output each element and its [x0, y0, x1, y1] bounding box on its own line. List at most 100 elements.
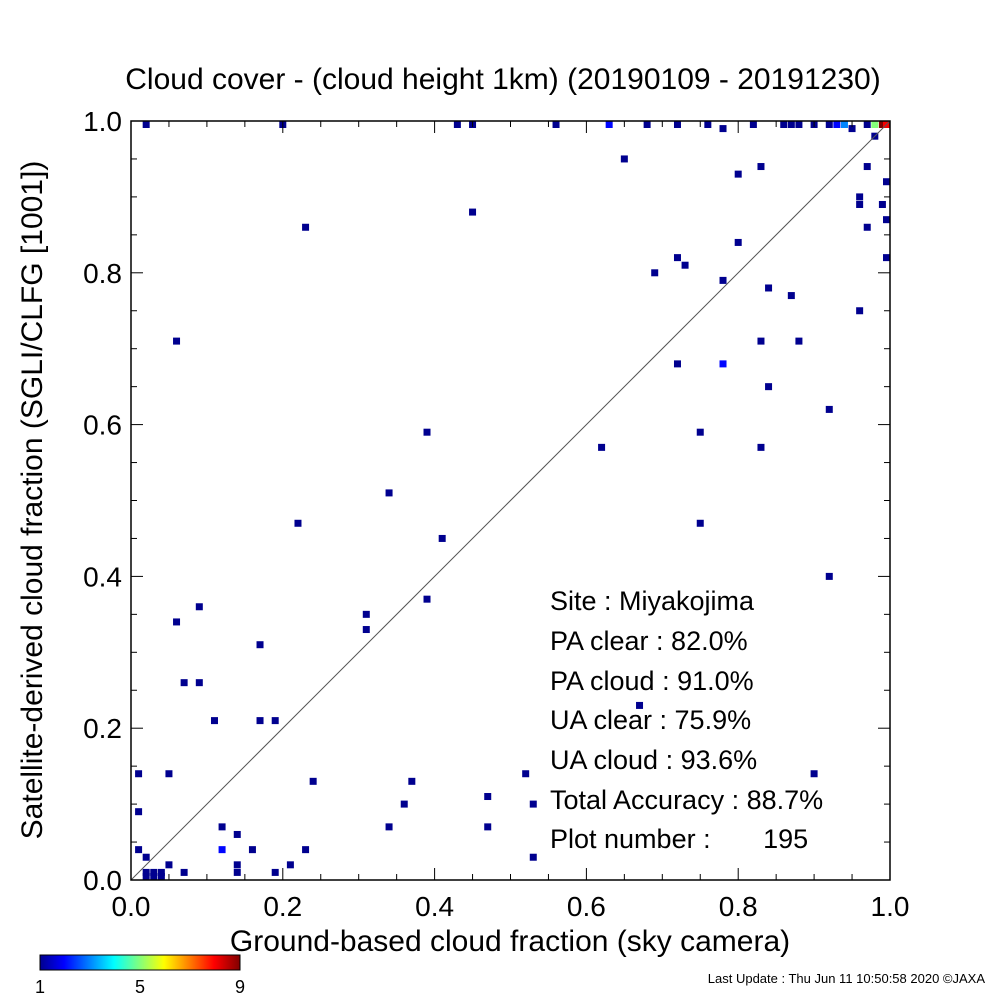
data-point — [704, 121, 712, 128]
data-point — [810, 770, 818, 778]
data-point — [529, 800, 537, 808]
stat-ua-cloud: UA cloud : 93.6% — [550, 745, 757, 775]
data-point — [787, 121, 795, 128]
data-point — [438, 534, 446, 542]
data-point — [165, 770, 173, 778]
stat-total-accuracy: Total Accuracy : 88.7% — [550, 785, 823, 815]
colorbar: 1 5 9 — [35, 954, 245, 997]
data-point — [453, 121, 461, 128]
data-point — [605, 121, 613, 128]
data-point — [780, 121, 788, 128]
data-point — [522, 770, 530, 778]
data-point — [673, 121, 681, 128]
data-point — [150, 873, 158, 880]
data-point — [749, 121, 757, 128]
data-point — [883, 178, 890, 186]
data-point — [302, 846, 310, 854]
data-point — [878, 200, 886, 208]
data-point — [135, 846, 143, 854]
data-point — [734, 238, 742, 246]
data-point — [157, 873, 165, 880]
data-point — [719, 125, 727, 133]
data-point — [385, 489, 393, 497]
data-point — [233, 830, 241, 838]
data-point — [825, 405, 833, 413]
data-point — [484, 793, 492, 801]
data-point — [362, 626, 370, 634]
data-point — [734, 170, 742, 178]
data-point — [180, 679, 188, 687]
x-tick-label: 0.2 — [263, 891, 302, 922]
data-point — [757, 163, 765, 171]
data-point — [856, 307, 864, 315]
y-tick-label: 0.8 — [83, 258, 122, 289]
data-point — [848, 125, 856, 133]
data-point — [795, 121, 803, 128]
data-point — [362, 610, 370, 618]
y-tick-label: 0.6 — [83, 410, 122, 441]
stat-site: Site : Miyakojima — [550, 586, 755, 616]
data-point — [643, 121, 651, 128]
last-update-footer: Last Update : Thu Jun 11 10:50:58 2020 ©… — [708, 971, 986, 986]
stat-pa-clear: PA clear : 82.0% — [550, 626, 748, 656]
data-point — [195, 679, 203, 687]
data-point — [863, 121, 871, 128]
data-point — [469, 208, 477, 216]
colorbar-frame — [39, 954, 241, 971]
data-point — [863, 163, 871, 171]
x-tick-label: 0.6 — [567, 891, 606, 922]
data-point — [598, 443, 606, 451]
data-point — [825, 572, 833, 580]
data-point — [883, 216, 890, 224]
data-point — [294, 519, 302, 527]
data-point — [696, 428, 704, 436]
data-point — [142, 873, 150, 880]
data-point — [840, 121, 848, 128]
data-point — [271, 868, 279, 876]
data-point — [636, 701, 644, 709]
data-point — [218, 846, 226, 854]
data-point — [385, 823, 393, 831]
data-point — [248, 846, 256, 854]
data-point — [173, 337, 181, 345]
one-to-one-line — [130, 120, 891, 881]
data-point — [180, 868, 188, 876]
data-point — [871, 121, 879, 128]
y-tick-label: 1.0 — [83, 106, 122, 137]
data-point — [302, 223, 310, 231]
data-point — [142, 868, 150, 876]
x-axis-label: Ground-based cloud fraction (sky camera) — [230, 925, 790, 958]
data-point — [856, 193, 864, 201]
y-tick-label: 0.2 — [83, 713, 122, 744]
data-point — [135, 770, 143, 778]
data-point — [673, 360, 681, 368]
data-point — [787, 292, 795, 300]
data-point — [681, 261, 689, 269]
data-point — [765, 383, 773, 391]
y-tick-label: 0.4 — [83, 561, 122, 592]
data-point — [423, 595, 431, 603]
colorbar-tick-label: 1 — [35, 977, 45, 997]
x-tick-label: 0.8 — [719, 891, 758, 922]
data-point — [651, 269, 659, 277]
data-point — [883, 254, 890, 262]
data-point — [833, 121, 841, 128]
data-points — [135, 121, 890, 880]
x-tick-label: 0.4 — [415, 891, 454, 922]
y-axis-label: Satellite-derived cloud fraction (SGLI/C… — [16, 161, 49, 840]
data-point — [856, 200, 864, 208]
y-tick-label: 0.0 — [83, 865, 122, 896]
data-point — [233, 868, 241, 876]
data-point — [696, 519, 704, 527]
data-point — [719, 276, 727, 284]
data-point — [271, 717, 279, 725]
data-point — [620, 155, 628, 163]
data-point — [757, 443, 765, 451]
stat-pa-cloud: PA cloud : 91.0% — [550, 666, 754, 696]
data-point — [173, 618, 181, 626]
data-point — [165, 861, 173, 869]
data-point — [825, 121, 833, 128]
data-point — [218, 823, 226, 831]
data-point — [256, 717, 264, 725]
